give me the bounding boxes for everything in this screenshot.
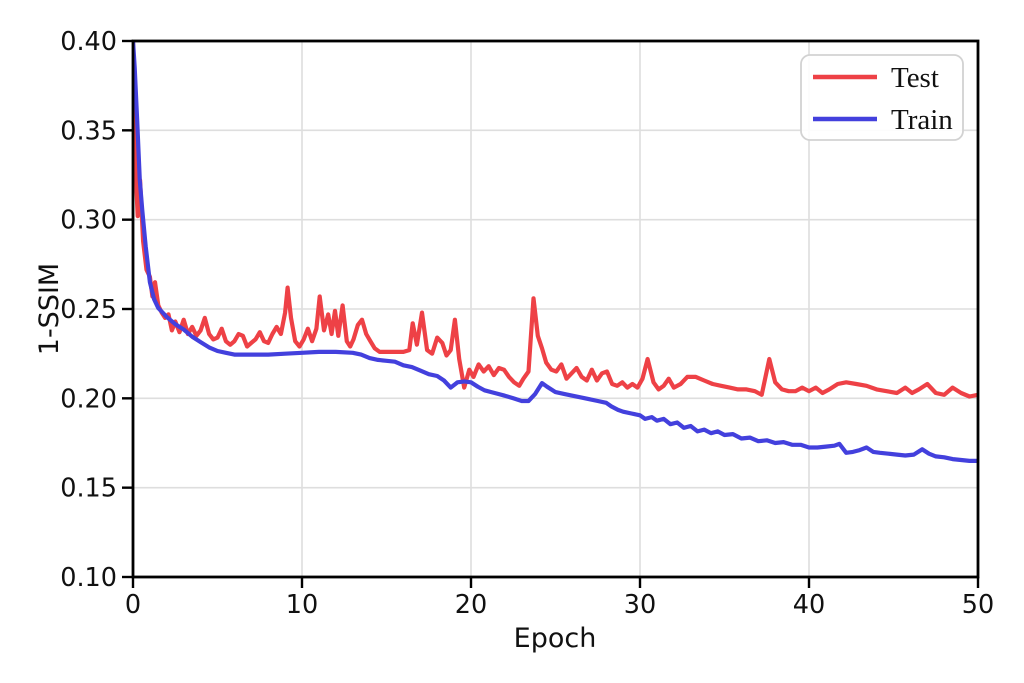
x-tick-label: 30 [624,590,656,620]
y-tick-label: 0.35 [60,116,117,146]
x-tick-label: 20 [455,590,487,620]
legend: Test Train [800,54,964,141]
series-lines [133,41,978,463]
y-tick-label: 0.30 [60,206,117,236]
axis-ticks [122,39,980,588]
tick-labels: 0 10 20 30 40 50 0.10 0.15 0.20 0.25 0.30 0.35 0.40 [60,27,994,620]
y-axis-label: 1-SSIM [34,263,65,355]
y-tick-label: 0.20 [60,384,117,414]
y-tick-label: 0.25 [60,295,117,325]
x-tick-label: 40 [793,590,825,620]
x-tick-label: 10 [286,590,318,620]
test-series-line [133,41,978,399]
x-axis-label: Epoch [514,623,597,654]
y-tick-label: 0.15 [60,474,117,504]
x-tick-label: 0 [125,590,141,620]
train-series-line [133,41,978,463]
y-tick-label: 0.10 [60,563,117,593]
x-tick-label: 50 [962,590,994,620]
y-tick-label: 0.40 [60,27,117,57]
legend-train-label: Train [891,104,953,136]
legend-test-label: Test [891,62,939,94]
